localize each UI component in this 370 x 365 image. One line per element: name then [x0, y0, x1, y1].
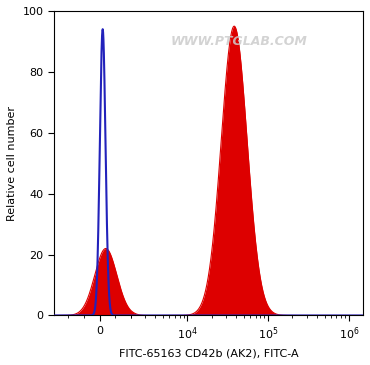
X-axis label: FITC-65163 CD42b (AK2), FITC-A: FITC-65163 CD42b (AK2), FITC-A: [119, 348, 298, 358]
Y-axis label: Relative cell number: Relative cell number: [7, 106, 17, 221]
Text: WWW.PTGLAB.COM: WWW.PTGLAB.COM: [171, 35, 308, 48]
